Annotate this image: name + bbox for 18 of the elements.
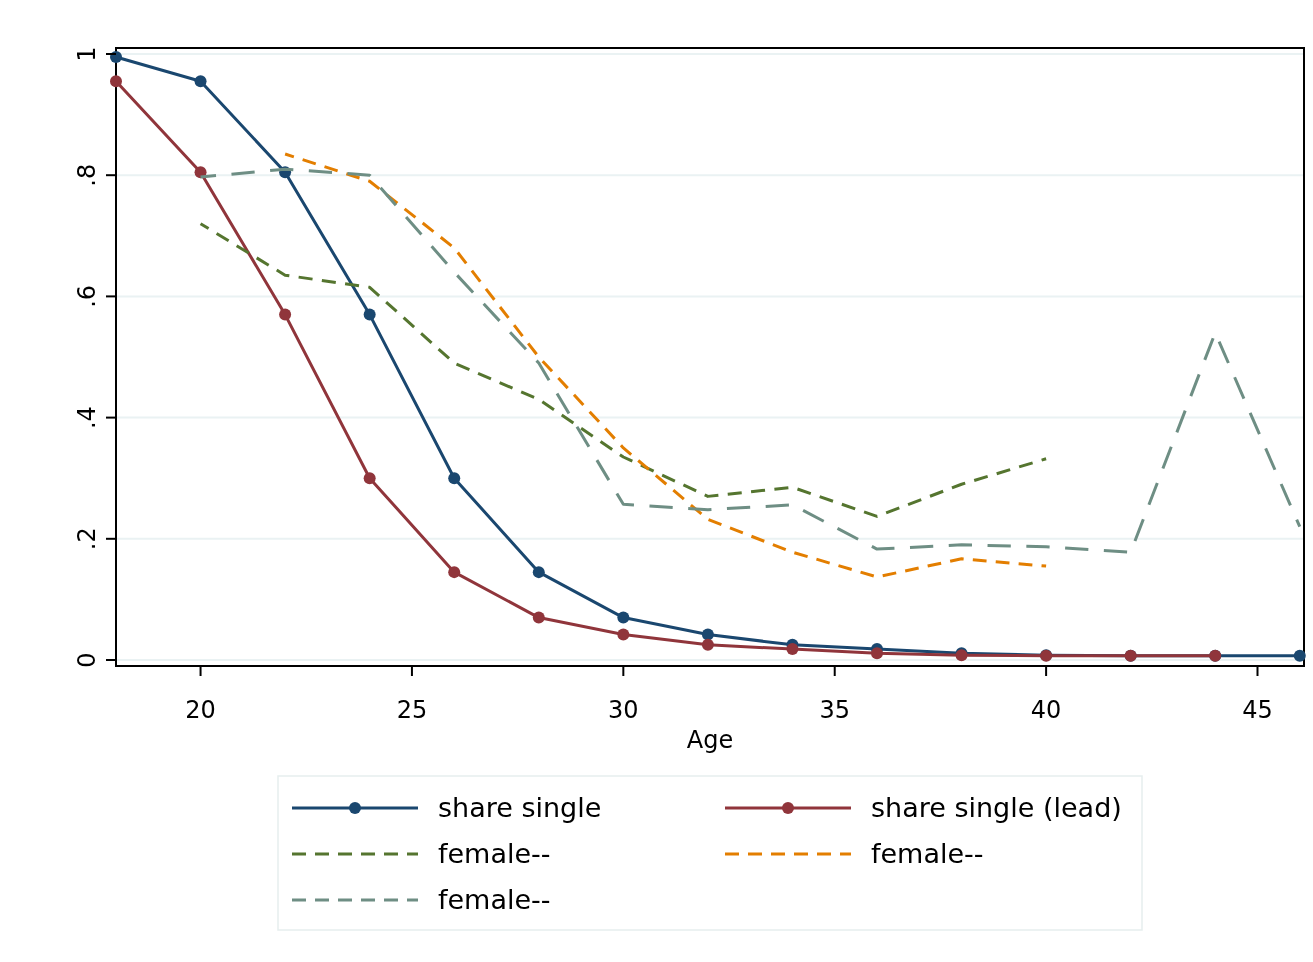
x-tick-label: 40 (1030, 696, 1062, 724)
y-tick-label: .4 (73, 406, 101, 430)
legend-label: share single (lead) (871, 792, 1122, 823)
y-tick-label: .8 (73, 163, 101, 187)
x-tick-label: 25 (396, 696, 428, 724)
legend-label: female-- (438, 884, 551, 915)
legend-label: share single (438, 792, 602, 823)
y-tick-label: 1 (73, 46, 101, 62)
x-tick-label: 20 (185, 696, 216, 724)
legend-label: female-- (871, 838, 984, 869)
x-axis-title: Age (686, 726, 734, 754)
x-tick-label: 45 (1242, 696, 1273, 724)
x-tick-label: 35 (819, 696, 850, 724)
y-tick-label: 0 (73, 652, 101, 668)
y-tick-label: .2 (73, 527, 101, 551)
x-tick-label: 30 (608, 696, 639, 724)
y-tick-label: .6 (73, 284, 101, 308)
legend-label: female-- (438, 838, 551, 869)
